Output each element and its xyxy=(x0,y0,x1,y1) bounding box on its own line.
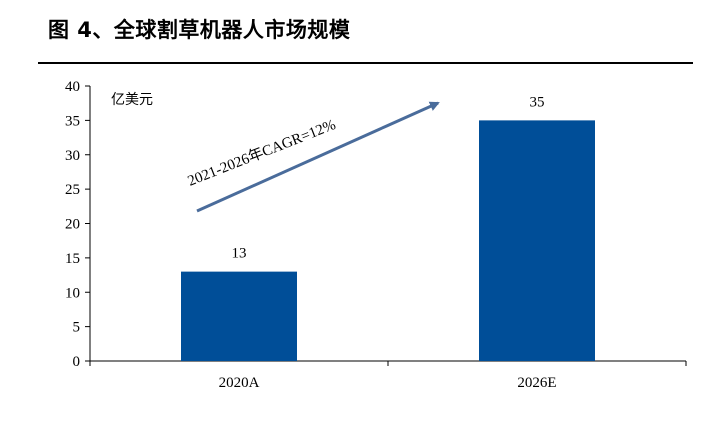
data-labels: 13 35 xyxy=(232,94,545,261)
x-tick-label: 2020A xyxy=(219,375,260,391)
y-tick-label: 5 xyxy=(73,320,81,336)
bar-2020A xyxy=(181,271,297,361)
y-tick-label: 0 xyxy=(73,354,81,370)
y-tick-label: 25 xyxy=(65,182,80,198)
bar-2026E xyxy=(479,120,595,361)
x-axis: 2020A 2026E xyxy=(89,360,687,391)
bars xyxy=(181,120,595,361)
y-tick-label: 15 xyxy=(65,251,80,267)
bar-value-label: 13 xyxy=(232,246,247,262)
bar-value-label: 35 xyxy=(530,94,545,110)
y-tick-label: 10 xyxy=(65,285,80,301)
x-tick-label: 2026E xyxy=(517,375,556,391)
figure-title: 图 4、全球割草机器人市场规模 xyxy=(48,18,351,42)
y-axis: 0 5 10 15 20 25 30 35 40 xyxy=(65,79,91,370)
y-tick-label: 35 xyxy=(65,113,80,129)
y-tick-label: 20 xyxy=(65,217,80,233)
growth-arrow xyxy=(196,101,440,213)
y-axis-unit-label: 亿美元 xyxy=(111,92,153,108)
title-divider xyxy=(38,62,693,64)
cagr-annotation: 2021-2026年CAGR=12% xyxy=(185,116,338,190)
y-tick-label: 40 xyxy=(65,79,80,95)
y-tick-label: 30 xyxy=(65,148,80,164)
